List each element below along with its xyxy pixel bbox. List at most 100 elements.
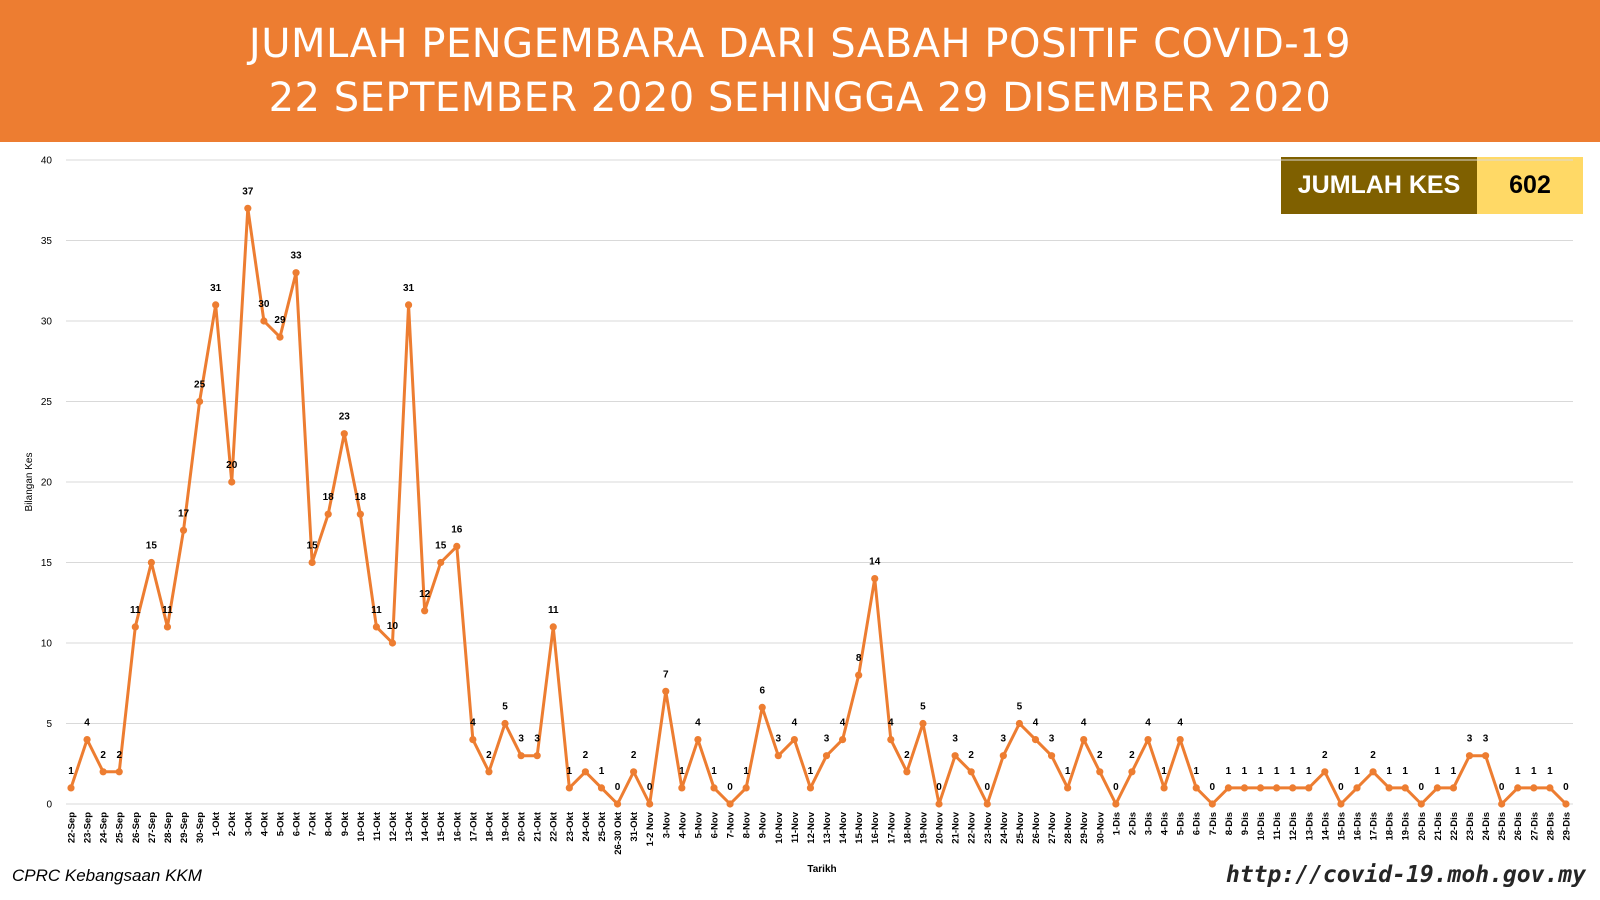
data-label: 11 bbox=[130, 605, 141, 616]
data-point bbox=[1240, 784, 1249, 792]
data-label: 25 bbox=[194, 380, 206, 391]
x-tick-label: 27-Sep bbox=[147, 812, 158, 843]
data-label: 1 bbox=[679, 766, 685, 777]
data-label: 1 bbox=[1386, 766, 1392, 777]
x-tick-label: 23-Nov bbox=[983, 811, 994, 843]
x-tick-label: 17-Okt bbox=[468, 811, 479, 841]
data-point bbox=[1144, 736, 1152, 744]
y-axis-title: Bilangan Kes bbox=[24, 453, 35, 512]
data-label: 2 bbox=[968, 750, 974, 761]
data-point bbox=[115, 768, 123, 776]
data-label: 7 bbox=[663, 669, 669, 680]
data-point bbox=[276, 333, 284, 341]
data-label: 1 bbox=[1193, 766, 1199, 777]
data-label: 0 bbox=[1499, 782, 1505, 793]
x-tick-label: 21-Okt bbox=[533, 811, 544, 841]
data-point bbox=[581, 768, 589, 776]
x-tick-label: 1-Okt bbox=[211, 811, 222, 836]
data-label: 4 bbox=[840, 718, 846, 729]
data-label: 0 bbox=[727, 782, 733, 793]
y-tick-label: 5 bbox=[46, 719, 52, 730]
data-point bbox=[485, 768, 493, 776]
data-point bbox=[67, 784, 75, 792]
x-tick-label: 13-Okt bbox=[404, 811, 415, 841]
data-point bbox=[324, 510, 332, 518]
data-label: 0 bbox=[1113, 782, 1119, 793]
data-point bbox=[919, 719, 927, 728]
data-label: 3 bbox=[534, 734, 540, 745]
x-tick-label: 27-Dis bbox=[1529, 812, 1540, 841]
data-point bbox=[855, 671, 863, 679]
data-label: 0 bbox=[1338, 782, 1344, 793]
data-label: 0 bbox=[615, 782, 621, 793]
data-point bbox=[1047, 752, 1056, 760]
x-tick-label: 5-Dis bbox=[1176, 812, 1187, 835]
x-tick-label: 24-Sep bbox=[99, 812, 110, 843]
x-tick-label: 22-Sep bbox=[67, 812, 78, 843]
x-tick-label: 1-Dis bbox=[1111, 812, 1122, 835]
data-point bbox=[533, 752, 541, 760]
data-label: 4 bbox=[792, 718, 798, 729]
data-point bbox=[292, 269, 300, 277]
data-point bbox=[1176, 736, 1184, 744]
data-point bbox=[517, 752, 525, 760]
data-point bbox=[774, 752, 782, 760]
x-tick-label: 26-30 Okt bbox=[613, 811, 624, 855]
x-tick-label: 17-Nov bbox=[886, 811, 897, 843]
x-tick-label: 27-Nov bbox=[1047, 811, 1058, 843]
x-tick-label: 3-Okt bbox=[243, 811, 254, 836]
x-tick-label: 2-Dis bbox=[1127, 812, 1138, 835]
x-tick-label: 22-Dis bbox=[1449, 812, 1460, 841]
x-tick-label: 8-Dis bbox=[1224, 812, 1235, 835]
x-tick-label: 24-Dis bbox=[1481, 812, 1492, 841]
data-point bbox=[1514, 784, 1522, 792]
x-tick-label: 20-Nov bbox=[935, 811, 946, 843]
x-tick-label: 6-Dis bbox=[1192, 812, 1203, 835]
data-label: 31 bbox=[403, 283, 415, 294]
x-tick-label: 19-Dis bbox=[1401, 812, 1412, 841]
data-label: 0 bbox=[647, 782, 653, 793]
data-point bbox=[388, 639, 397, 647]
data-label: 5 bbox=[502, 702, 508, 713]
y-tick-label: 20 bbox=[41, 478, 53, 489]
data-point bbox=[469, 736, 477, 744]
x-tick-label: 26-Nov bbox=[1031, 811, 1042, 843]
x-tick-label: 8-Nov bbox=[742, 811, 753, 838]
series-line bbox=[69, 206, 1568, 806]
footer-source: CPRC Kebangsaan KKM bbox=[12, 866, 202, 885]
data-point bbox=[1112, 800, 1120, 808]
x-axis-title: Tarikh bbox=[807, 864, 836, 875]
total-cases-value: 602 bbox=[1477, 157, 1583, 214]
data-point bbox=[887, 736, 895, 744]
x-tick-label: 3-Nov bbox=[661, 811, 672, 838]
data-label: 4 bbox=[1145, 718, 1151, 729]
data-label: 3 bbox=[1049, 734, 1055, 745]
chart-title-line1: JUMLAH PENGEMBARA DARI SABAH POSITIF COV… bbox=[248, 21, 1352, 67]
x-tick-label: 13-Dis bbox=[1304, 812, 1315, 841]
data-point bbox=[212, 301, 220, 309]
data-point bbox=[131, 623, 139, 631]
x-tick-label: 24-Okt bbox=[581, 811, 592, 841]
x-tick-label: 25-Dis bbox=[1497, 812, 1508, 841]
x-tick-label: 19-Okt bbox=[501, 811, 512, 841]
data-label: 1 bbox=[1435, 766, 1441, 777]
x-tick-label: 26-Sep bbox=[131, 812, 142, 843]
y-tick-label: 40 bbox=[41, 156, 53, 167]
data-label: 8 bbox=[856, 653, 862, 664]
data-label: 5 bbox=[920, 702, 926, 713]
x-tick-label: 7-Nov bbox=[726, 811, 737, 838]
x-tick-label: 21-Nov bbox=[951, 811, 962, 843]
x-tick-label: 26-Dis bbox=[1513, 812, 1524, 841]
x-tick-label: 18-Okt bbox=[484, 811, 495, 841]
x-tick-label: 24-Nov bbox=[999, 811, 1010, 843]
data-point bbox=[1256, 784, 1265, 792]
data-point bbox=[967, 768, 975, 776]
data-label: 3 bbox=[1467, 734, 1473, 745]
x-tick-label: 23-Sep bbox=[83, 812, 94, 843]
data-point bbox=[951, 752, 959, 760]
x-tick-label: 14-Nov bbox=[838, 811, 849, 843]
data-point bbox=[1401, 784, 1409, 792]
data-label: 37 bbox=[242, 186, 254, 197]
x-tick-label: 4-Okt bbox=[259, 811, 270, 836]
